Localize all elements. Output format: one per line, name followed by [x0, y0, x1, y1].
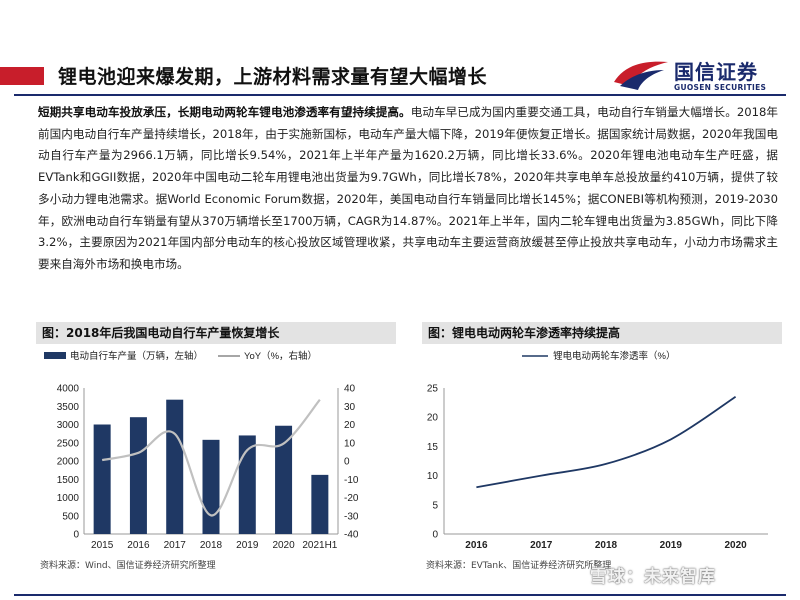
bar: [275, 425, 293, 534]
y2-tick-label: -10: [344, 475, 359, 486]
y-tick-label: 20: [427, 413, 439, 424]
y-tick-label: 10: [427, 471, 439, 482]
x-tick-label: 2019: [660, 540, 683, 551]
header-divider: [14, 94, 786, 96]
y2-tick-label: -20: [344, 493, 359, 504]
logo-emblem-icon: [614, 61, 668, 90]
page-header: 锂电池迎来爆发期，上游材料需求量有望大幅增长 国信证券 GUOSEN SECUR…: [0, 0, 800, 100]
y-tick-label: 500: [62, 511, 79, 522]
x-tick-label: 2017: [530, 540, 553, 551]
y2-tick-label: 30: [344, 402, 356, 413]
logo-text-cn: 国信证券: [674, 60, 758, 84]
y2-tick-label: 40: [344, 384, 356, 395]
x-tick-label: 2018: [595, 540, 618, 551]
y-tick-label: 15: [427, 442, 439, 453]
y-tick-label: 5: [432, 500, 438, 511]
source-note-right: 资料来源：EVTank、国信证券经济研究所整理: [426, 561, 612, 571]
x-tick-label: 2018: [200, 540, 223, 551]
x-tick-label: 2020: [272, 540, 295, 551]
bar: [238, 435, 256, 534]
yoy-line: [101, 398, 321, 517]
y2-tick-label: 20: [344, 420, 356, 431]
y-tick-label: 0: [73, 530, 79, 541]
x-tick-label: 2021H1: [302, 540, 337, 551]
y-tick-label: 2500: [57, 438, 80, 449]
y-tick-label: 25: [427, 384, 439, 395]
y-tick-label: 3500: [57, 402, 80, 413]
y-tick-label: 4000: [57, 384, 80, 395]
bar: [166, 399, 184, 534]
page-title: 锂电池迎来爆发期，上游材料需求量有望大幅增长: [58, 66, 488, 88]
y2-tick-label: 10: [344, 438, 356, 449]
legend-swatch-bar: [44, 352, 66, 359]
penetration-chart-svg: 锂电电动两轮车渗透率（%） 0 5 10 15 20 25 2016 2017 2018 2019 2…: [427, 350, 768, 551]
bar: [202, 439, 220, 534]
penetration-line: [476, 396, 737, 489]
x-tick-label: 2017: [164, 540, 187, 551]
y-tick-label: 3000: [57, 420, 80, 431]
x-tick-label: 2015: [91, 540, 114, 551]
x-tick-label: 2019: [236, 540, 259, 551]
y-tick-label: 0: [432, 530, 438, 541]
x-tick-label: 2016: [127, 540, 150, 551]
figure-title-penetration: 图：锂电电动两轮车渗透率持续提高: [422, 322, 782, 344]
y2-tick-label: 0: [344, 457, 350, 468]
production-chart: 电动自行车产量（万辆，左轴） YoY（%，右轴） 0 500 1000 1500 2000 2…: [36, 344, 396, 554]
footer-divider: [14, 594, 786, 596]
penetration-chart: 锂电电动两轮车渗透率（%） 0 5 10 15 20 25 2016 2017 2018 2019 2…: [422, 344, 782, 554]
legend-label-line: YoY（%，右轴）: [244, 350, 317, 362]
company-logo: 国信证券 GUOSEN SECURITIES: [612, 52, 792, 96]
legend-label-bar: 电动自行车产量（万辆，左轴）: [70, 350, 203, 362]
logo-text-en: GUOSEN SECURITIES: [674, 83, 767, 92]
legend-label-line: 锂电电动两轮车渗透率（%）: [553, 350, 675, 362]
y2-tick-label: -40: [344, 530, 359, 541]
production-chart-svg: 电动自行车产量（万辆，左轴） YoY（%，右轴） 0 500 1000 1500 2000 2…: [44, 350, 359, 551]
paragraph-body: 电动车早已成为国内重要交通工具，电动自行车销量大幅增长。2018年前国内电动自行…: [38, 105, 778, 271]
y-tick-label: 2000: [57, 457, 80, 468]
bar: [311, 474, 329, 534]
bar: [93, 424, 111, 534]
source-note-left: 资料来源：Wind、国信证券经济研究所整理: [40, 561, 216, 571]
y2-tick-label: -30: [344, 511, 359, 522]
y-tick-label: 1000: [57, 493, 80, 504]
paragraph-lead: 短期共享电动车投放承压，长期电动两轮车锂电池渗透率有望持续提高。: [38, 105, 411, 119]
body-paragraph: 短期共享电动车投放承压，长期电动两轮车锂电池渗透率有望持续提高。电动车早已成为国…: [38, 102, 778, 276]
figure-title-production: 图：2018年后我国电动自行车产量恢复增长: [36, 322, 396, 344]
x-tick-label: 2020: [724, 540, 747, 551]
watermark: 雪球：未来智库: [590, 567, 716, 587]
y-tick-label: 1500: [57, 475, 80, 486]
title-accent-bar: [0, 67, 44, 85]
x-tick-label: 2016: [465, 540, 488, 551]
bar: [129, 417, 147, 534]
